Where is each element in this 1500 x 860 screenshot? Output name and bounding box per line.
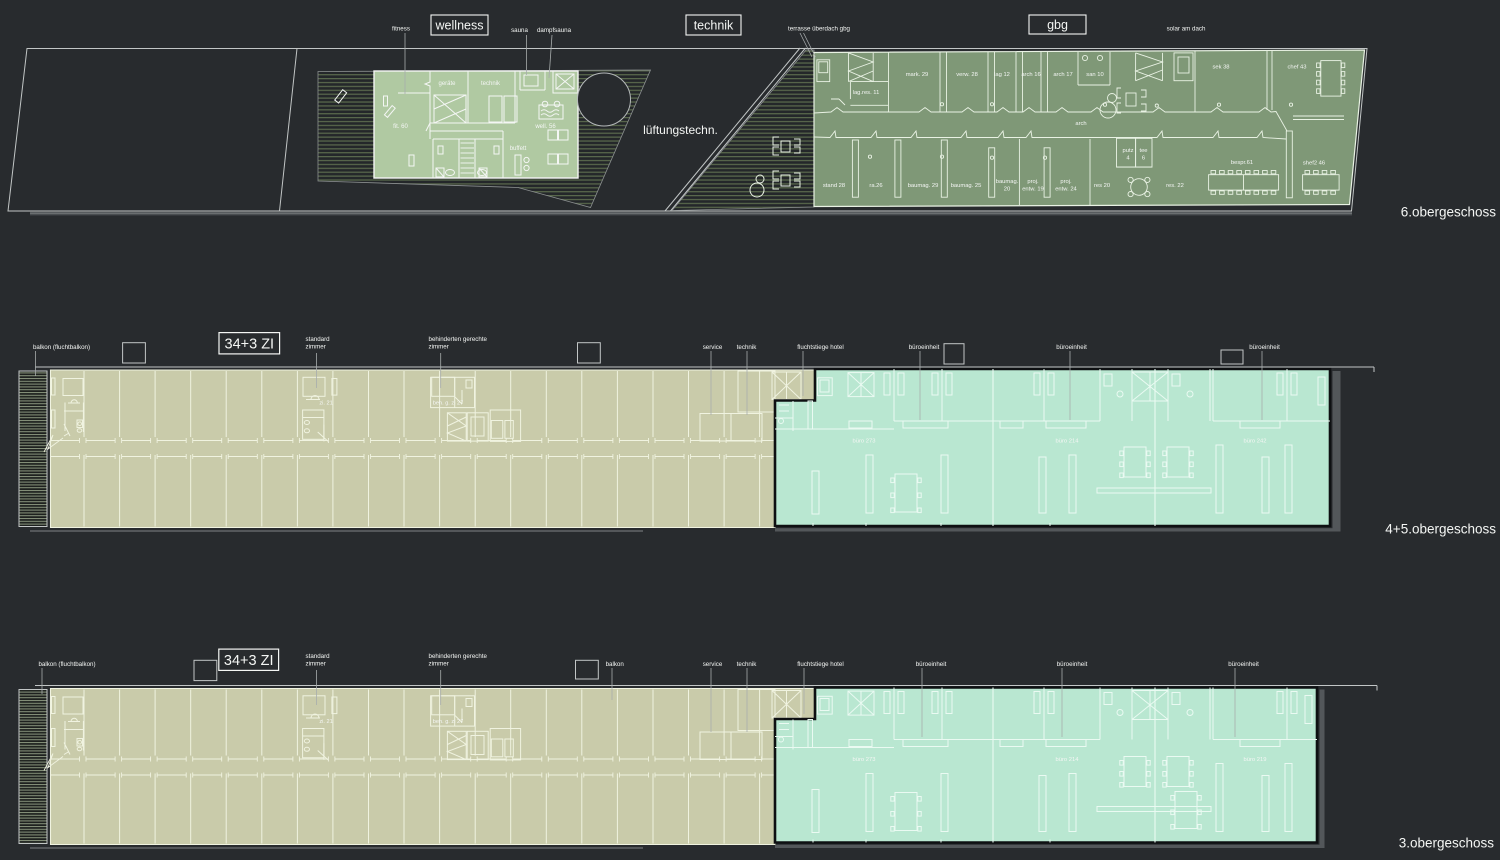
svg-text:res. 22: res. 22: [1166, 183, 1184, 189]
svg-text:entw. 19: entw. 19: [1022, 186, 1044, 192]
svg-text:4+5.obergeschoss: 4+5.obergeschoss: [1385, 522, 1496, 537]
svg-text:lag 12: lag 12: [994, 72, 1010, 78]
svg-text:tee: tee: [1139, 148, 1147, 154]
svg-text:well. 56: well. 56: [534, 124, 556, 130]
svg-text:balkon: balkon: [606, 661, 625, 668]
svg-text:technik: technik: [481, 81, 501, 87]
svg-text:büroeinheit: büroeinheit: [1249, 344, 1280, 351]
svg-text:proj.: proj.: [1027, 179, 1039, 185]
svg-text:putz: putz: [1123, 148, 1134, 154]
svg-text:20: 20: [1004, 186, 1010, 192]
svg-text:sek 38: sek 38: [1212, 65, 1229, 71]
svg-text:zimmer: zimmer: [306, 344, 326, 351]
svg-text:chef 43: chef 43: [1287, 65, 1306, 71]
svg-text:standard: standard: [306, 336, 331, 343]
svg-text:ra.26: ra.26: [869, 183, 882, 189]
svg-text:4: 4: [1126, 155, 1130, 161]
svg-text:zimmer: zimmer: [306, 661, 326, 668]
svg-text:fit. 60: fit. 60: [393, 124, 408, 130]
svg-text:technik: technik: [737, 344, 758, 351]
svg-text:gbg: gbg: [1047, 18, 1068, 32]
svg-text:büro 219: büro 219: [1244, 757, 1267, 763]
svg-text:lag.res. 11: lag.res. 11: [853, 90, 880, 96]
svg-text:zi. 21: zi. 21: [319, 401, 332, 407]
svg-text:büroeinheit: büroeinheit: [1056, 344, 1087, 351]
svg-text:baumag. 25: baumag. 25: [951, 183, 982, 189]
svg-text:buffett: buffett: [510, 146, 527, 152]
svg-text:mark. 29: mark. 29: [906, 72, 929, 78]
svg-text:arch 17: arch 17: [1053, 72, 1072, 78]
svg-text:büroeinheit: büroeinheit: [909, 344, 940, 351]
svg-text:fitness: fitness: [392, 26, 410, 33]
svg-text:6.obergeschoss: 6.obergeschoss: [1401, 205, 1497, 220]
svg-text:technik: technik: [694, 19, 734, 33]
svg-text:proj.: proj.: [1060, 179, 1072, 185]
svg-text:dampfsauna: dampfsauna: [537, 27, 572, 34]
svg-text:34+3 ZI: 34+3 ZI: [225, 337, 275, 353]
svg-text:geräte: geräte: [438, 81, 456, 87]
svg-text:wellness: wellness: [435, 19, 484, 33]
svg-text:arch 16: arch 16: [1021, 72, 1040, 78]
svg-text:arch: arch: [1075, 121, 1086, 127]
svg-text:balkon (fluchtbalkon): balkon (fluchtbalkon): [38, 661, 95, 668]
svg-text:büro 214: büro 214: [1056, 757, 1080, 763]
svg-text:zimmer: zimmer: [429, 344, 449, 351]
svg-text:büroeinheit: büroeinheit: [916, 661, 947, 668]
svg-text:behinderten gerechte: behinderten gerechte: [429, 336, 488, 343]
svg-text:fluchtstiege hotel: fluchtstiege hotel: [797, 344, 843, 351]
svg-text:behinderten gerechte: behinderten gerechte: [429, 653, 488, 660]
svg-text:lüftungstechn.: lüftungstechn.: [643, 123, 718, 137]
svg-text:büro 273: büro 273: [853, 757, 876, 763]
svg-text:res 20: res 20: [1094, 183, 1110, 189]
svg-text:entw. 24: entw. 24: [1055, 186, 1077, 192]
svg-text:beh. g. zi 27: beh. g. zi 27: [433, 719, 463, 725]
svg-text:service: service: [703, 661, 723, 668]
svg-text:zimmer: zimmer: [429, 661, 449, 668]
svg-text:shef2 46: shef2 46: [1303, 161, 1325, 167]
svg-text:6: 6: [1142, 155, 1145, 161]
svg-text:büroeinheit: büroeinheit: [1057, 661, 1088, 668]
svg-text:büro 242: büro 242: [1244, 439, 1267, 445]
svg-text:34+3 ZI: 34+3 ZI: [224, 653, 274, 669]
svg-text:fluchtstiege hotel: fluchtstiege hotel: [797, 661, 843, 668]
svg-text:büroeinheit: büroeinheit: [1228, 661, 1259, 668]
svg-text:service: service: [703, 344, 723, 351]
svg-text:büro 273: büro 273: [853, 439, 876, 445]
svg-text:baumag.: baumag.: [996, 179, 1019, 185]
svg-text:verw. 28: verw. 28: [956, 72, 978, 78]
svg-text:san 10: san 10: [1086, 72, 1103, 78]
svg-text:bespr.61: bespr.61: [1231, 160, 1253, 166]
svg-text:technik: technik: [737, 661, 758, 668]
svg-text:zi. 21: zi. 21: [319, 719, 332, 725]
svg-text:baumag. 29: baumag. 29: [908, 183, 939, 189]
svg-text:standard: standard: [306, 653, 331, 660]
svg-text:solar am dach: solar am dach: [1167, 26, 1206, 33]
svg-text:3.obergeschoss: 3.obergeschoss: [1399, 836, 1495, 851]
svg-text:beh. g. zi 27: beh. g. zi 27: [433, 401, 463, 407]
svg-text:büro 214: büro 214: [1056, 439, 1080, 445]
svg-text:sauna: sauna: [511, 27, 528, 34]
svg-text:terrasse überdach gbg: terrasse überdach gbg: [788, 26, 850, 33]
svg-text:balkon (fluchtbalkon): balkon (fluchtbalkon): [33, 344, 90, 351]
svg-text:stand 28: stand 28: [823, 183, 845, 189]
